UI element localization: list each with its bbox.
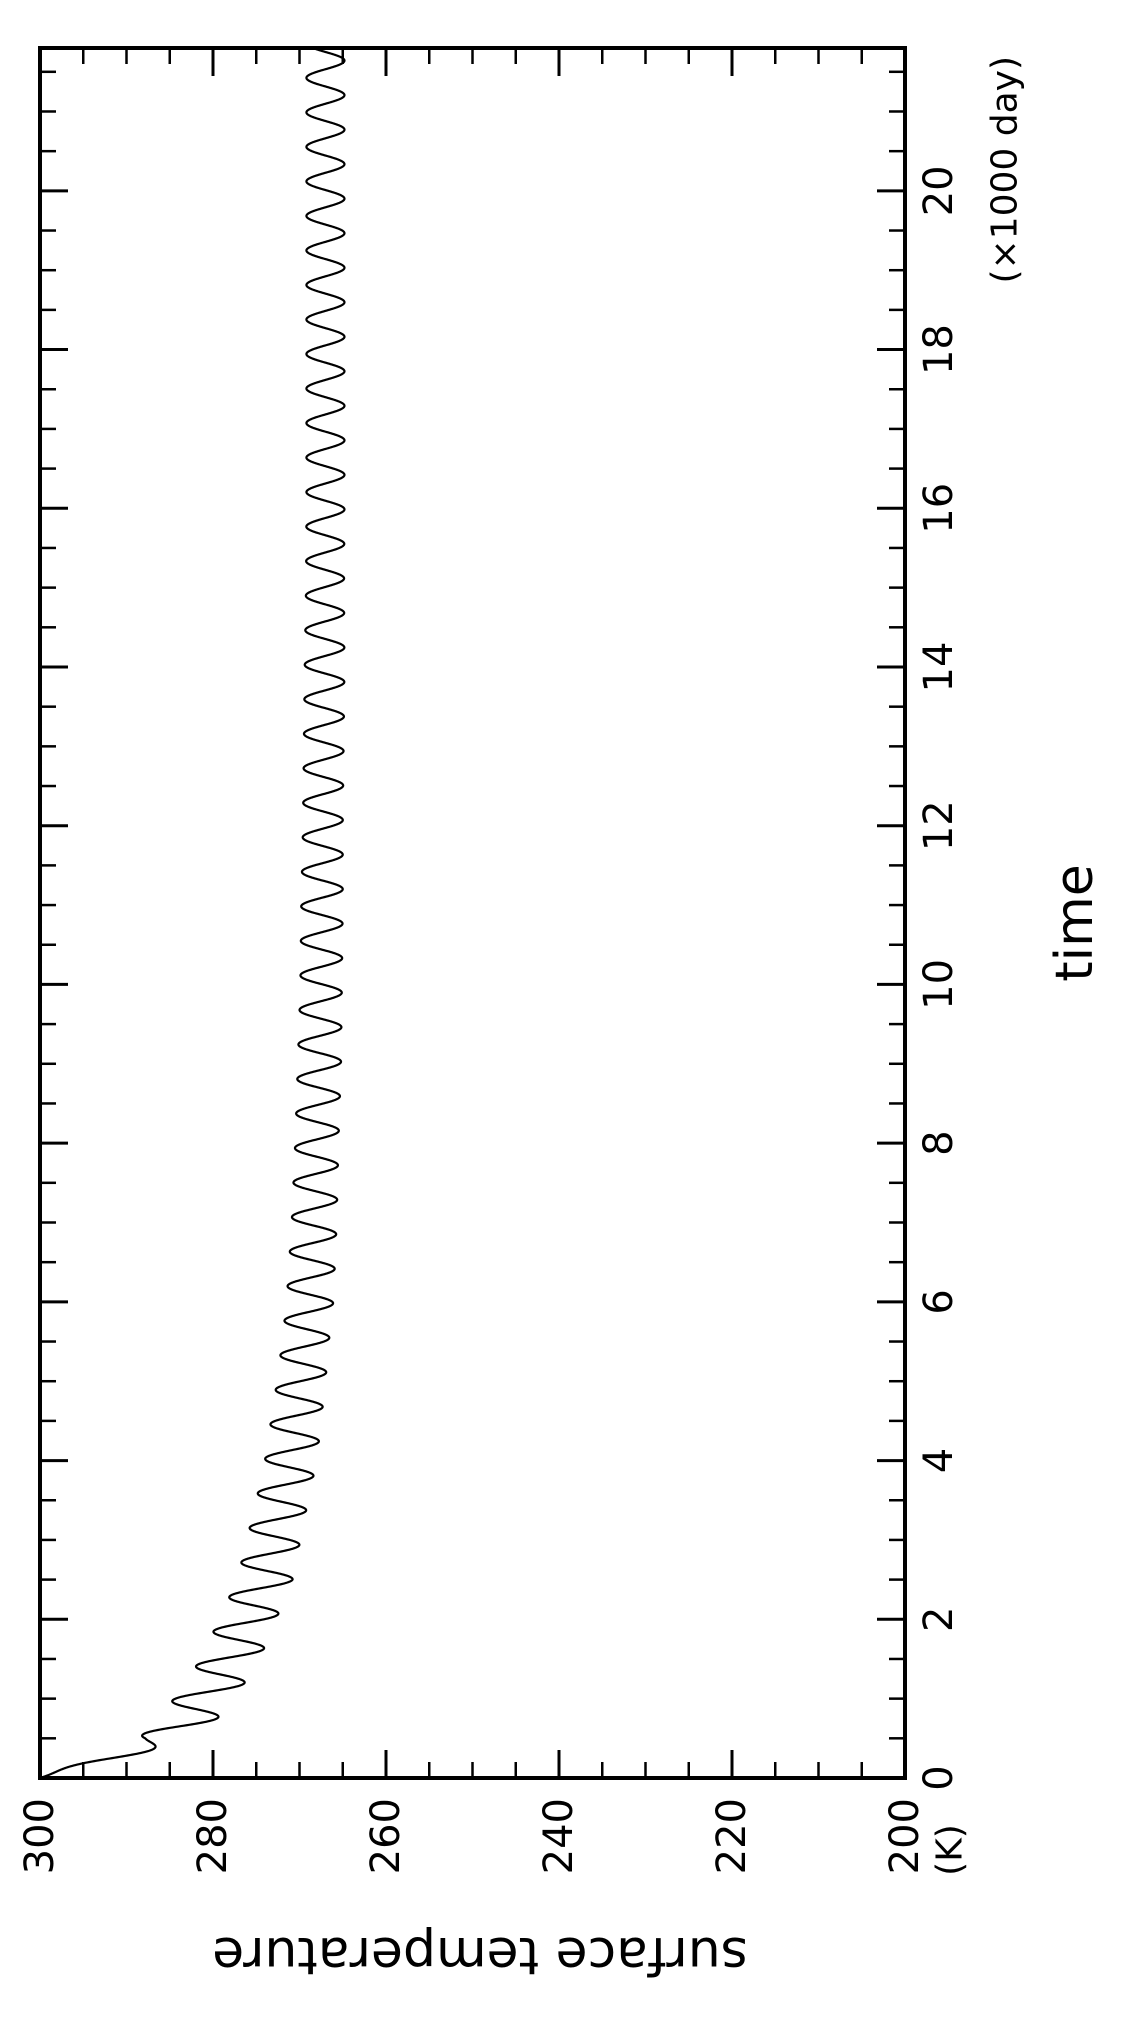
x-axis-unit: (×1000 day) [985,56,1026,284]
y-tick-label: 300 [17,1798,63,1874]
x-tick-label: 20 [916,165,962,216]
x-tick-label: 8 [916,1130,962,1155]
x-tick-label: 4 [916,1448,962,1473]
y-tick-label: 280 [190,1798,236,1874]
y-tick-label: 240 [536,1798,582,1874]
y-tick-label: 200 [882,1798,928,1874]
x-tick-label: 0 [916,1765,962,1790]
y-tick-label: 260 [363,1798,409,1874]
x-axis-title: time [1045,864,1105,981]
x-tick-label: 14 [916,642,962,693]
x-tick-label: 2 [916,1607,962,1632]
x-tick-label: 12 [916,800,962,851]
x-tick-label: 10 [916,959,962,1010]
y-axis-unit: (K) [930,1824,971,1876]
x-tick-label: 18 [916,324,962,375]
y-axis-title: surface temperature [212,1925,748,1985]
x-tick-label: 16 [916,483,962,534]
x-tick-label: 6 [916,1289,962,1314]
temperature-series-line [39,46,346,1780]
plot-area: 0 2 4 6 8 10 12 14 16 18 20 200 220 240 260 280 300 time (… [17,46,1105,1985]
plot-frame [38,46,907,1780]
y-tick-label: 220 [709,1798,755,1874]
